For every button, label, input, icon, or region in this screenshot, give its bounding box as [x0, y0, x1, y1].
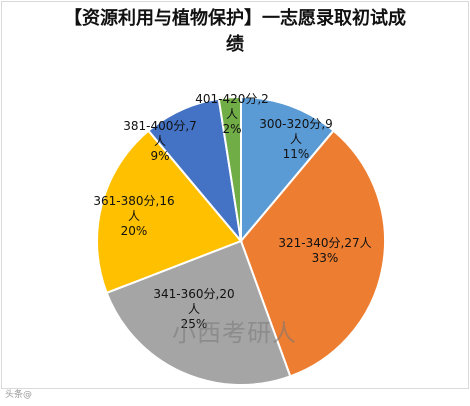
data-label-line: 11% [283, 147, 310, 161]
data-label-line: 321-340分,27人 [278, 236, 371, 250]
pie-slice-2 [239, 129, 386, 378]
data-label-line: 25% [181, 317, 208, 331]
data-label-1: 300-320分,9 人 11% [259, 117, 333, 161]
data-label-line: 341-360分,20 [153, 287, 234, 301]
chart-title: 【资源利用与植物保护】一志愿录取初试成 绩 [0, 6, 470, 58]
data-label-line: 381-400分,7 [123, 119, 197, 133]
data-label-line: 33% [312, 251, 339, 265]
data-label-line: 9% [150, 149, 169, 163]
data-label-line: 人 [128, 209, 140, 223]
data-label-line: 人 [290, 132, 302, 146]
title-line-2: 绩 [226, 34, 244, 55]
data-label-5: 381-400分,7 人 9% [123, 119, 197, 163]
pie-slice-1 [240, 95, 335, 244]
corner-mark: 头条@ [5, 390, 33, 400]
data-label-line: 2% [222, 122, 241, 136]
data-label-6: 401-420分,2 人 2% [195, 92, 269, 136]
data-label-2: 321-340分,27人 33% [278, 236, 371, 265]
data-label-line: 300-320分,9 [259, 117, 333, 131]
data-label-line: 人 [154, 134, 166, 148]
pie-slice-6 [217, 95, 242, 242]
title-line-1: 【资源利用与植物保护】一志愿录取初试成 [64, 8, 406, 29]
data-label-line: 361-380分,16 [93, 194, 174, 208]
data-label-line: 401-420分,2 [195, 92, 269, 106]
data-label-line: 人 [188, 302, 200, 316]
data-label-3: 341-360分,20 人 25% [153, 287, 234, 331]
pie-slice-3 [105, 239, 292, 386]
data-label-4: 361-380分,16 人 20% [93, 194, 174, 238]
data-label-line: 20% [121, 224, 148, 238]
data-label-line: 人 [226, 107, 238, 121]
pie-slice-4 [96, 129, 243, 295]
watermark: 小西考研人 [172, 319, 297, 347]
